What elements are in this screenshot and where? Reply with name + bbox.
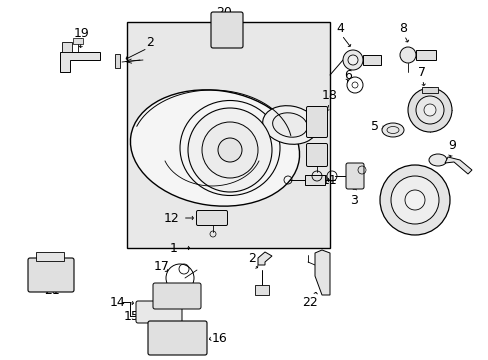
- Bar: [305, 175, 325, 185]
- Text: 18: 18: [322, 89, 337, 102]
- Bar: [362, 55, 380, 65]
- Circle shape: [218, 138, 242, 162]
- Text: 19: 19: [74, 27, 90, 40]
- Bar: [164, 328, 175, 336]
- Bar: [415, 50, 435, 60]
- Bar: [115, 54, 120, 68]
- Circle shape: [407, 88, 451, 132]
- Bar: [155, 336, 164, 344]
- Circle shape: [390, 176, 438, 224]
- Circle shape: [379, 165, 449, 235]
- Bar: [421, 87, 437, 93]
- Circle shape: [202, 122, 258, 178]
- Ellipse shape: [272, 113, 307, 137]
- Text: 9: 9: [447, 139, 455, 152]
- Ellipse shape: [381, 123, 403, 137]
- Polygon shape: [444, 157, 471, 174]
- Ellipse shape: [130, 90, 299, 206]
- Bar: [36, 252, 64, 261]
- FancyBboxPatch shape: [136, 301, 182, 323]
- Bar: [175, 336, 184, 344]
- Polygon shape: [258, 252, 271, 265]
- Circle shape: [347, 55, 357, 65]
- Text: 4: 4: [335, 22, 343, 35]
- Ellipse shape: [262, 106, 317, 144]
- Bar: [155, 344, 164, 352]
- FancyBboxPatch shape: [196, 211, 227, 225]
- Text: 17: 17: [154, 260, 170, 273]
- Bar: [184, 336, 195, 344]
- Text: 13: 13: [313, 156, 329, 168]
- Bar: [127, 22, 329, 248]
- FancyBboxPatch shape: [306, 144, 327, 166]
- Bar: [73, 38, 83, 44]
- FancyBboxPatch shape: [306, 107, 327, 138]
- Ellipse shape: [428, 154, 446, 166]
- Bar: [195, 344, 204, 352]
- Text: 11: 11: [322, 174, 337, 186]
- Bar: [184, 344, 195, 352]
- Circle shape: [423, 104, 435, 116]
- Text: 6: 6: [344, 68, 351, 81]
- Polygon shape: [60, 52, 100, 72]
- FancyBboxPatch shape: [346, 163, 363, 189]
- Bar: [175, 344, 184, 352]
- Text: 1: 1: [170, 242, 178, 255]
- Bar: [195, 328, 204, 336]
- Circle shape: [404, 190, 424, 210]
- Text: 3: 3: [349, 194, 357, 207]
- Circle shape: [415, 96, 443, 124]
- Bar: [195, 336, 204, 344]
- Text: 10: 10: [409, 221, 425, 234]
- Text: 12: 12: [164, 212, 180, 225]
- Text: 14: 14: [110, 296, 125, 309]
- Text: 22: 22: [302, 297, 317, 310]
- Text: 7: 7: [417, 66, 425, 78]
- Bar: [254, 285, 268, 295]
- Circle shape: [187, 108, 271, 192]
- Bar: [164, 344, 175, 352]
- FancyBboxPatch shape: [28, 258, 74, 292]
- Ellipse shape: [180, 100, 280, 195]
- FancyBboxPatch shape: [148, 321, 206, 355]
- FancyBboxPatch shape: [210, 12, 243, 48]
- Text: 16: 16: [212, 332, 227, 345]
- Text: 8: 8: [398, 22, 406, 35]
- Text: 2: 2: [247, 252, 255, 265]
- Circle shape: [342, 50, 362, 70]
- Polygon shape: [314, 250, 329, 295]
- Circle shape: [399, 47, 415, 63]
- Bar: [164, 336, 175, 344]
- FancyBboxPatch shape: [153, 283, 201, 309]
- Bar: [155, 328, 164, 336]
- Text: 20: 20: [216, 5, 231, 18]
- Text: 21: 21: [44, 284, 60, 297]
- Text: 2: 2: [146, 36, 154, 49]
- Bar: [175, 328, 184, 336]
- Bar: [184, 328, 195, 336]
- Text: 15: 15: [124, 310, 140, 323]
- Text: 5: 5: [370, 120, 378, 132]
- Bar: [62, 42, 72, 52]
